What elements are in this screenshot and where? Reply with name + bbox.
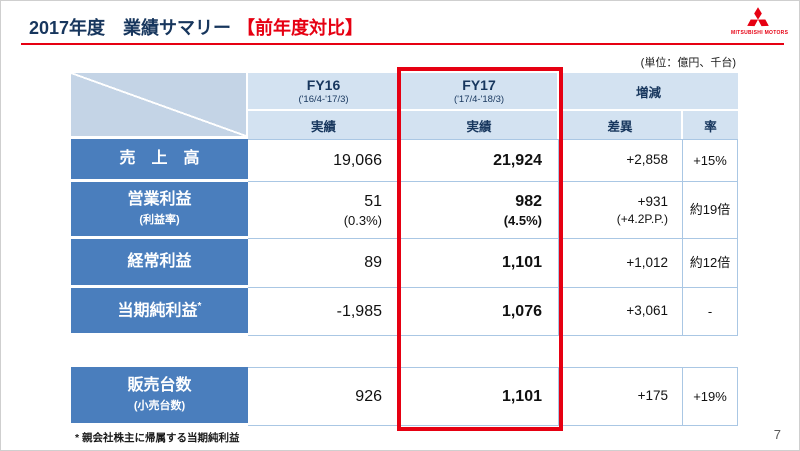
- row-label-text: 販売台数: [127, 377, 191, 395]
- cell-fy16: 51 (0.3%): [248, 182, 401, 239]
- fy16-value: 19,066: [333, 151, 382, 169]
- mitsubishi-diamonds-icon: [747, 7, 769, 27]
- cell-diff: +1,012: [559, 239, 683, 288]
- fy16-title: FY16: [306, 77, 341, 93]
- header-change: 増減: [559, 73, 738, 111]
- fy17-value: 1,101: [501, 254, 542, 272]
- rate-value: -: [707, 303, 713, 319]
- cell-fy17: 1,101: [401, 239, 559, 288]
- header-fy17-actual: 実績: [401, 111, 559, 139]
- label-sup: *: [197, 300, 202, 312]
- fy16-value: 51: [364, 192, 382, 210]
- cell-fy16: 89: [248, 239, 401, 288]
- footnote: * 親会社株主に帰属する当期純利益: [75, 432, 240, 444]
- rate-value: 約12倍: [689, 255, 731, 271]
- header-fy16-actual: 実績: [248, 111, 401, 139]
- label-main: 販売台数: [127, 376, 192, 394]
- fy16-value: 89: [364, 254, 382, 272]
- diff-value: +931: [637, 193, 668, 209]
- unit-note: (単位：億円、千台): [640, 57, 736, 69]
- cell-diff: +175: [559, 367, 683, 426]
- fy16-value: 926: [355, 387, 382, 405]
- row-label-text: 当期純利益*: [118, 301, 202, 321]
- cell-rate: +19%: [683, 367, 738, 426]
- row-label-net-income: 当期純利益*: [71, 288, 248, 336]
- row-label-operating-profit: 営業利益 (利益率): [71, 182, 248, 239]
- title-divider: [21, 43, 784, 45]
- mitsubishi-logo: MITSUBISHI MOTORS: [731, 7, 789, 36]
- cell-rate: 約19倍: [683, 182, 738, 239]
- diff-value: +175: [637, 388, 668, 404]
- fy17-actual-label: 実績: [466, 119, 492, 134]
- fy16-value: -1,985: [336, 302, 382, 320]
- fy17-value: 982: [515, 192, 542, 210]
- diff-value: +3,061: [626, 303, 668, 319]
- cell-fy17: 21,924: [401, 139, 559, 182]
- cell-fy16: 19,066: [248, 139, 401, 182]
- row-label-sub: (小売台数): [133, 400, 186, 413]
- rate-value: +15%: [693, 152, 727, 168]
- header-diff: 差異: [559, 111, 683, 139]
- rate-value: 約19倍: [689, 202, 731, 218]
- page-title: 2017年度 業績サマリー 【前年度対比】: [29, 14, 363, 40]
- row-label-ordinary-profit: 経常利益: [71, 239, 248, 288]
- results-table: FY16 ('16/4-'17/3) FY17 ('17/4-'18/3) 増減…: [71, 67, 738, 431]
- fy17-value: 1,076: [501, 302, 542, 320]
- cell-fy17: 1,076: [401, 288, 559, 336]
- logo-brand-text: MITSUBISHI MOTORS: [731, 30, 789, 36]
- fy17-value: 21,924: [493, 151, 542, 169]
- header-fy16: FY16 ('16/4-'17/3): [248, 73, 401, 111]
- title-main: 2017年度 業績サマリー: [29, 18, 232, 38]
- header-rate: 率: [683, 111, 738, 139]
- change-title: 増減: [635, 85, 661, 100]
- page-number: 7: [773, 427, 781, 442]
- cell-rate: -: [683, 288, 738, 336]
- header-fy17: FY17 ('17/4-'18/3): [401, 73, 559, 111]
- cell-fy17: 1,101: [401, 367, 559, 426]
- fy16-period: ('16/4-'17/3): [298, 94, 349, 105]
- cell-diff: +931 (+4.2P.P.): [559, 182, 683, 239]
- label-main: 当期純利益: [117, 301, 198, 319]
- label-main: 営業利益: [127, 190, 192, 208]
- cell-diff: +2,858: [559, 139, 683, 182]
- rate-label: 率: [704, 119, 717, 134]
- fy17-title: FY17: [462, 77, 496, 93]
- fy16-actual-label: 実績: [310, 119, 336, 134]
- diff-label: 差異: [607, 119, 633, 134]
- row-label-sales-volume: 販売台数 (小売台数): [71, 367, 248, 426]
- fy17-period: ('17/4-'18/3): [453, 94, 505, 105]
- fy17-value-sub: (4.5%): [503, 212, 542, 228]
- cell-fy17: 982 (4.5%): [401, 182, 559, 239]
- table-corner-cell: [71, 73, 248, 139]
- fy17-value: 1,101: [501, 387, 542, 405]
- cell-fy16: 926: [248, 367, 401, 426]
- cell-fy16: -1,985: [248, 288, 401, 336]
- diff-value: +1,012: [626, 254, 668, 270]
- diff-value-sub: (+4.2P.P.): [616, 212, 668, 226]
- cell-diff: +3,061: [559, 288, 683, 336]
- diff-value: +2,858: [626, 152, 668, 168]
- row-label-text: 経常利益: [127, 253, 191, 271]
- fy16-value-sub: (0.3%): [343, 212, 382, 228]
- rate-value: +19%: [693, 388, 727, 404]
- row-label-sub: (利益率): [139, 214, 180, 227]
- row-label-net-sales: 売 上 高: [71, 139, 248, 182]
- cell-rate: +15%: [683, 139, 738, 182]
- cell-rate: 約12倍: [683, 239, 738, 288]
- title-highlight: 【前年度対比】: [237, 18, 364, 38]
- label-main: 経常利益: [127, 252, 192, 270]
- row-label-text: 売 上 高: [119, 150, 199, 168]
- row-label-text: 営業利益: [127, 191, 191, 209]
- label-main: 売 上 高: [119, 149, 200, 167]
